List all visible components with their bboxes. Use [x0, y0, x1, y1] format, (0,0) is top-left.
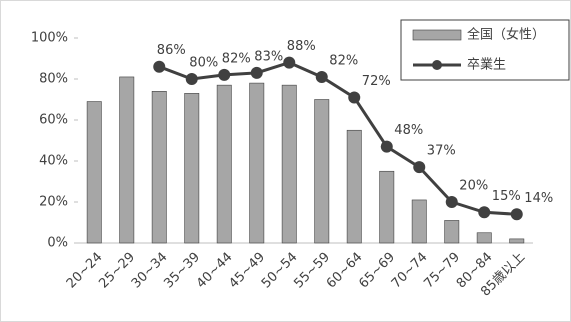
data-label: 83%	[254, 49, 283, 64]
bar	[346, 129, 362, 244]
legend-label: 卒業生	[467, 57, 506, 73]
bar	[119, 76, 135, 244]
y-tick-label: 20%	[39, 195, 68, 210]
line-marker	[380, 140, 393, 153]
data-label: 48%	[394, 123, 423, 138]
bar	[249, 82, 265, 244]
y-tick-label: 80%	[39, 72, 68, 87]
line-marker	[315, 70, 328, 83]
data-label: 37%	[427, 144, 456, 159]
bar	[184, 93, 200, 244]
line-marker	[218, 68, 231, 81]
bar	[314, 99, 330, 244]
data-label: 86%	[157, 43, 186, 58]
data-label: 15%	[492, 189, 521, 204]
line-marker	[185, 73, 198, 85]
line-marker	[413, 161, 426, 174]
line-marker	[283, 56, 296, 69]
data-label: 80%	[189, 56, 218, 71]
bar	[411, 199, 427, 244]
data-label: 82%	[222, 51, 251, 66]
bar	[216, 84, 232, 244]
data-label: 20%	[459, 179, 488, 194]
bar	[86, 101, 102, 244]
bar	[509, 238, 525, 244]
data-label: 72%	[362, 74, 391, 89]
bar	[151, 91, 167, 244]
line-marker	[510, 208, 523, 221]
bar	[281, 84, 297, 244]
line-marker	[348, 91, 361, 104]
bar	[444, 220, 460, 244]
data-label: 14%	[524, 191, 553, 206]
line-marker	[445, 196, 458, 208]
data-label: 88%	[287, 39, 316, 54]
legend-swatch	[412, 29, 462, 41]
data-label: 82%	[329, 53, 358, 68]
y-tick-label: 60%	[39, 113, 68, 128]
line-marker	[153, 60, 166, 73]
y-tick-label: 0%	[47, 236, 68, 251]
bar	[476, 232, 492, 244]
line-marker	[250, 66, 263, 79]
y-tick-label: 100%	[31, 31, 68, 46]
bar	[379, 170, 395, 244]
legend-label: 全国（女性）	[467, 27, 545, 43]
line-marker	[478, 206, 491, 219]
y-tick-label: 40%	[39, 154, 68, 169]
legend-marker	[432, 60, 442, 70]
